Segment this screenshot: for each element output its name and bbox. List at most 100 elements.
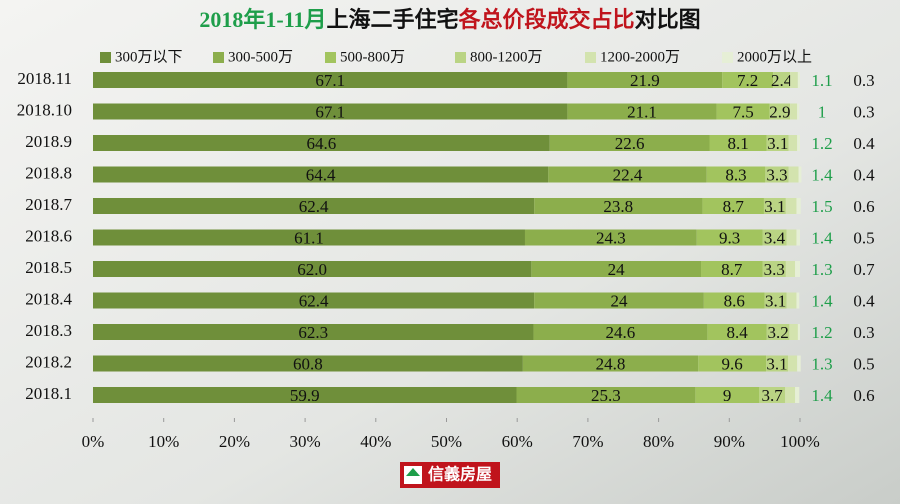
bar-segment	[785, 387, 796, 403]
legend-label: 300-500万	[228, 49, 293, 65]
data-label: 0.3	[853, 323, 874, 342]
bar-segment	[531, 261, 702, 277]
data-label: 8.1	[728, 134, 749, 153]
data-label: 0.4	[853, 291, 875, 310]
data-label: 0.3	[853, 71, 874, 90]
legend-label: 800-1200万	[470, 49, 543, 65]
data-label: 67.1	[315, 71, 345, 90]
bar-segment	[766, 324, 790, 340]
bar-segment	[702, 198, 764, 214]
bar-segment	[766, 355, 788, 372]
logo-roof	[406, 468, 420, 476]
data-label: 0.6	[853, 197, 874, 216]
data-label: 1.2	[811, 323, 832, 342]
data-label: 24	[608, 260, 626, 279]
data-label: 61.1	[294, 228, 324, 247]
data-label: 24.3	[596, 228, 626, 247]
data-label: 3.1	[764, 197, 785, 216]
data-label: 0.6	[853, 386, 874, 405]
bar-segment	[93, 324, 534, 340]
data-label: 9	[723, 386, 732, 405]
y-tick-label: 2018.6	[25, 226, 72, 245]
bar-segment	[795, 387, 800, 403]
bar-segment	[93, 72, 568, 88]
bar-segment	[795, 261, 800, 277]
x-tick-label: 70%	[572, 432, 603, 451]
data-label: 0.3	[853, 102, 874, 121]
bar-segment	[787, 355, 798, 372]
data-label: 8.6	[724, 291, 745, 310]
data-label: 21.9	[630, 71, 660, 90]
data-label: 1.4	[811, 165, 833, 184]
data-label: 22.6	[615, 134, 645, 153]
bar-segment	[93, 261, 532, 277]
data-label: 23.8	[603, 197, 633, 216]
y-tick-label: 2018.11	[17, 69, 72, 88]
data-label: 62.4	[299, 197, 329, 216]
data-label: 24.6	[606, 323, 636, 342]
bar-segment	[524, 229, 697, 246]
bar-segment	[796, 292, 800, 309]
bar-segment	[701, 261, 763, 277]
y-tick-label: 2018.10	[17, 100, 72, 119]
bar-segment	[798, 166, 802, 183]
data-label: 62.0	[297, 260, 327, 279]
x-tick-label: 30%	[290, 432, 321, 451]
bar-segment	[93, 103, 568, 120]
data-label: 1.3	[811, 354, 832, 373]
bar-segment	[766, 135, 789, 151]
bar-segment	[797, 72, 800, 88]
bar-segment	[797, 355, 801, 372]
data-label: 24.8	[596, 354, 626, 373]
data-label: 3.4	[764, 228, 786, 247]
bar-segment	[788, 166, 799, 183]
bar-segment	[765, 166, 789, 183]
bar-segment	[93, 135, 550, 151]
title-part: 对比图	[635, 7, 701, 32]
data-label: 8.7	[721, 260, 743, 279]
legend-swatch	[100, 52, 111, 63]
x-tick-label: 50%	[431, 432, 462, 451]
bar-segment	[695, 387, 759, 403]
y-tick-label: 2018.9	[25, 132, 72, 151]
data-label: 1	[818, 102, 827, 121]
bar-segment	[534, 292, 704, 309]
title-part: 上海二手住宅	[327, 7, 459, 32]
legend-swatch	[455, 52, 466, 63]
bar-segment	[796, 198, 801, 214]
bar-segment	[773, 72, 791, 88]
x-tick-label: 20%	[219, 432, 250, 451]
bar-segment	[796, 229, 800, 246]
data-label: 0.5	[853, 354, 874, 373]
bar-segment	[763, 198, 786, 214]
data-label: 64.6	[306, 134, 336, 153]
data-label: 0.5	[853, 228, 874, 247]
y-tick-label: 2018.8	[25, 163, 72, 182]
logo-text: 信義房屋	[428, 465, 492, 484]
data-label: 3.7	[761, 386, 783, 405]
data-label: 3.1	[766, 354, 787, 373]
x-tick-label: 100%	[780, 432, 820, 451]
legend-label: 300万以下	[115, 49, 183, 65]
data-label: 1.5	[811, 197, 832, 216]
data-label: 7.2	[737, 71, 758, 90]
x-tick-label: 0%	[82, 432, 105, 451]
bar-segment	[797, 103, 800, 120]
y-tick-label: 2018.4	[25, 289, 72, 308]
y-tick-label: 2018.7	[25, 195, 72, 214]
bar-segment	[522, 355, 699, 372]
x-tick-label: 80%	[643, 432, 674, 451]
bar-segment	[785, 198, 797, 214]
bar-segment	[567, 103, 717, 120]
bar-segment	[549, 135, 710, 151]
data-label: 3.3	[766, 165, 787, 184]
bar-segment	[706, 166, 766, 183]
bar-segment	[709, 135, 767, 151]
bar-segment	[703, 292, 765, 309]
bar-segment	[707, 324, 767, 340]
data-label: 3.3	[764, 260, 785, 279]
bar-segment	[785, 261, 796, 277]
data-label: 1.2	[811, 134, 832, 153]
data-label: 8.3	[725, 165, 746, 184]
